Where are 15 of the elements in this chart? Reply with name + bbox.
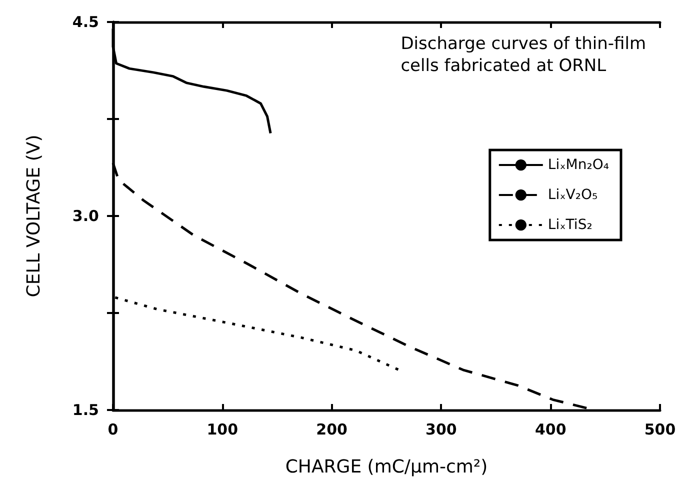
x-tick-label: 500 (644, 420, 676, 438)
y-tick-label: 4.5 (72, 13, 99, 31)
text: Discharge curves of thin-film cells fabricated at ORNL (400, 34, 646, 76)
x-tick-label: 400 (534, 420, 566, 438)
y-tick-label: 1.5 (72, 401, 99, 419)
x-tick-label: 0 (108, 420, 118, 438)
x-axis-title: CHARGE (mC/μm-cm²) (285, 456, 488, 478)
y-tick-label: 3.0 (72, 207, 99, 225)
x-tick-label: 200 (316, 420, 348, 438)
legend-label: LiₓTiS₂ (548, 217, 592, 233)
legend-label: LiₓV₂O₅ (548, 187, 598, 203)
x-tick-label: 100 (206, 420, 238, 438)
x-tick-label: 300 (426, 420, 457, 438)
y-axis-title: CELL VOLTAGE (V) (24, 134, 44, 298)
legend-label: LiₓMn₂O₄ (548, 157, 610, 173)
